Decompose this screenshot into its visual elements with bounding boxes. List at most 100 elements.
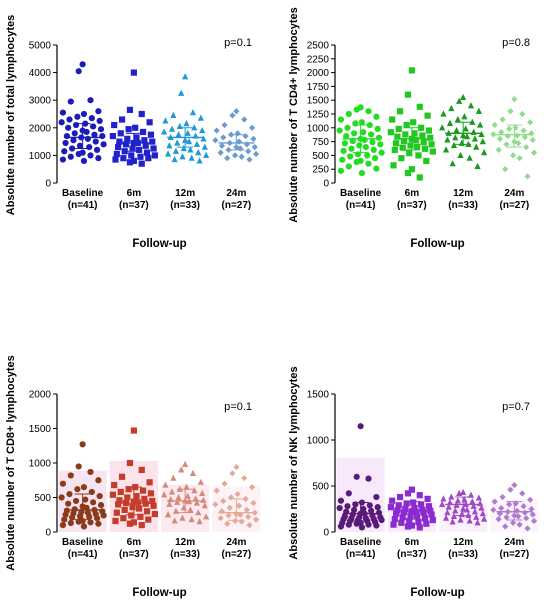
data-point [440, 495, 447, 502]
data-point [509, 152, 517, 159]
data-point [420, 509, 427, 516]
data-point [368, 131, 375, 138]
data-point [168, 488, 176, 495]
data-point [528, 130, 535, 137]
data-point [387, 129, 394, 136]
data-point [429, 516, 436, 524]
data-point [345, 490, 352, 497]
data-point [407, 512, 414, 519]
data-point [442, 514, 450, 521]
data-point [377, 141, 384, 148]
data-point [180, 144, 187, 152]
data-point [238, 518, 245, 525]
data-point [373, 165, 380, 172]
data-point [66, 116, 73, 123]
data-point [479, 138, 486, 145]
data-point [439, 124, 446, 131]
data-point [174, 498, 181, 505]
data-point [62, 139, 69, 147]
data-point [199, 126, 206, 134]
data-point [175, 493, 182, 501]
data-point [129, 145, 136, 152]
data-point [65, 500, 72, 507]
x-tick-label: (n=37) [397, 200, 427, 211]
data-point [387, 504, 394, 511]
data-point [411, 504, 418, 512]
data-point [475, 494, 482, 501]
panel-total: 0 1000 2000 3000 4000 5000 Absolute number of … [5, 15, 260, 250]
data-point [478, 504, 485, 511]
data-point [246, 522, 253, 529]
data-point [109, 491, 116, 498]
data-point [58, 494, 65, 501]
data-point [243, 506, 250, 514]
y-tick-label: 0 [323, 179, 329, 190]
data-point [524, 173, 531, 180]
data-point [218, 508, 226, 515]
data-point [365, 160, 372, 167]
data-point [87, 152, 94, 159]
data-point [416, 174, 423, 181]
data-point [529, 136, 536, 144]
data-point [116, 138, 123, 145]
data-point [172, 147, 180, 154]
panel-nk: 0 500 1000 1500 Absolute number of NK lympho… [288, 366, 539, 599]
data-point [95, 477, 102, 484]
data-point [224, 155, 231, 162]
p-value-label: p=0.1 [224, 401, 252, 413]
data-point [460, 488, 467, 496]
x-tick-label: (n=27) [500, 549, 530, 560]
x-tick-label: (n=27) [222, 549, 252, 560]
data-point [527, 119, 534, 126]
data-point [170, 474, 177, 481]
data-point [416, 103, 423, 110]
data-point [193, 140, 201, 147]
data-point [189, 469, 197, 476]
data-point [523, 144, 530, 151]
data-point [138, 466, 145, 473]
data-point [62, 511, 69, 518]
data-point [121, 148, 128, 155]
data-point [120, 515, 127, 522]
data-point [452, 134, 459, 141]
data-point [147, 131, 155, 138]
data-point [448, 493, 455, 500]
data-point [424, 495, 431, 502]
data-point [238, 153, 245, 160]
data-point [460, 93, 467, 101]
data-point [463, 506, 471, 513]
data-point [336, 504, 343, 512]
data-point [496, 135, 504, 142]
y-tick-label: 2000 [307, 68, 330, 79]
data-point [416, 524, 423, 531]
x-tick-label: 24m [226, 188, 246, 199]
data-point [116, 497, 123, 504]
data-point [498, 504, 505, 512]
data-point [178, 466, 185, 473]
data-point [477, 499, 484, 507]
data-point [59, 156, 67, 163]
data-point [187, 146, 194, 153]
data-point [137, 513, 144, 520]
data-point [195, 149, 202, 156]
data-point [150, 502, 157, 509]
data-point [199, 489, 206, 496]
data-point [404, 169, 412, 177]
x-tick-label: (n=27) [500, 200, 530, 211]
x-tick-label: 6m [127, 537, 142, 548]
data-point [182, 460, 189, 467]
data-point [479, 510, 486, 517]
data-point [74, 113, 81, 120]
data-point [65, 124, 72, 131]
data-point [470, 502, 477, 509]
data-point [469, 498, 476, 505]
data-point [87, 468, 94, 476]
data-point [246, 156, 253, 163]
data-point [234, 130, 241, 137]
x-tick-label: (n=33) [448, 549, 478, 560]
data-point [82, 496, 89, 503]
x-tick-label: Baseline [62, 188, 104, 199]
data-point [341, 140, 348, 147]
data-point [424, 112, 431, 119]
